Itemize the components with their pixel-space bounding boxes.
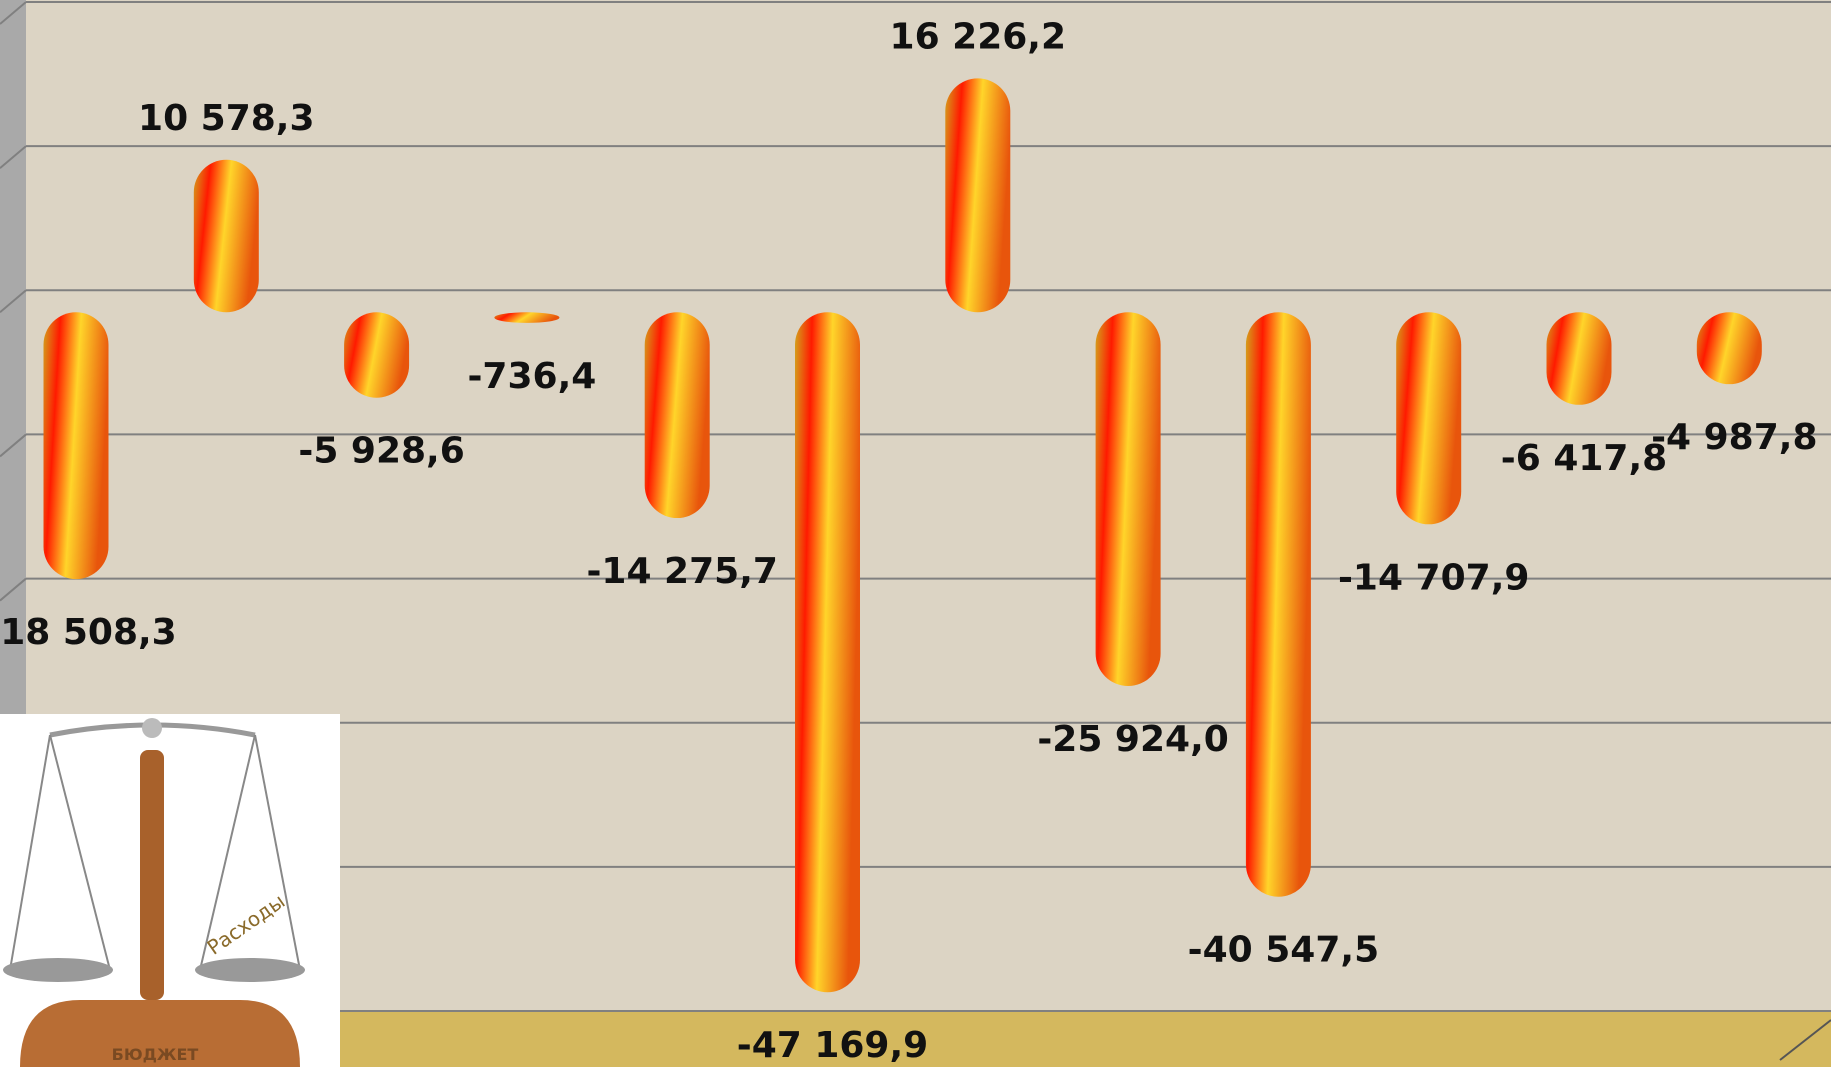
value-label: -14 707,9: [1338, 557, 1529, 598]
bar: [795, 312, 860, 993]
floor-edge: [1779, 1019, 1831, 1061]
bar: [1245, 312, 1311, 897]
grid-line-wall: [0, 1, 27, 25]
value-label: -736,4: [467, 356, 596, 397]
value-label: -6 417,8: [1501, 438, 1667, 479]
scale-pillar: [140, 750, 164, 1000]
value-label: 16 226,2: [890, 16, 1067, 57]
bar: [1696, 312, 1762, 385]
chain: [254, 734, 301, 971]
value-label: -5 928,6: [298, 431, 464, 472]
grid-line-wall: [0, 289, 27, 314]
bar: [1396, 312, 1462, 525]
scale-base: [20, 1000, 300, 1067]
grid-line-wall: [0, 577, 27, 602]
value-label: -14 275,7: [586, 551, 777, 592]
bar: [945, 78, 1011, 313]
bar: [1546, 312, 1612, 405]
annotation: БЮДЖЕТ: [112, 1045, 199, 1064]
bar: [344, 312, 410, 398]
bar: [644, 312, 710, 519]
bar: [193, 159, 259, 313]
chain: [199, 734, 256, 971]
chain: [9, 734, 51, 971]
grid-line-wall: [0, 145, 27, 169]
bars: -18 508,3 10 578,3 -5 928,6-736,4 -14 275,7…: [0, 16, 1818, 1066]
grid-line-wall: [0, 433, 27, 458]
bar: [43, 312, 109, 580]
scales-picture: Расходы БЮДЖЕТ: [0, 714, 340, 1067]
value-label: -40 547,5: [1188, 930, 1379, 971]
scale-pan: [3, 958, 113, 982]
value-label: -18 508,3: [0, 612, 177, 653]
bar: [1095, 312, 1161, 686]
value-label: 10 578,3: [138, 98, 315, 139]
value-label: -47 169,9: [737, 1025, 928, 1066]
chain: [49, 734, 111, 971]
scale-pan: [195, 958, 305, 982]
bar: [494, 312, 560, 323]
floor: [0, 1012, 1831, 1067]
scale-top: [142, 718, 162, 738]
value-label: -4 987,8: [1651, 417, 1817, 458]
value-label: -25 924,0: [1037, 719, 1228, 760]
